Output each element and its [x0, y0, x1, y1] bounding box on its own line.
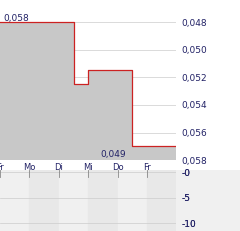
Text: -10: -10 [181, 219, 196, 228]
Text: 0,058: 0,058 [181, 156, 207, 165]
Text: 0,058: 0,058 [4, 14, 29, 23]
Text: -5: -5 [181, 193, 191, 202]
Text: 0,050: 0,050 [181, 46, 207, 55]
Text: 0,054: 0,054 [181, 101, 207, 110]
Text: -0: -0 [181, 168, 191, 177]
Text: -5: -5 [181, 193, 191, 202]
Text: -10: -10 [181, 219, 196, 228]
Text: 0,049: 0,049 [101, 149, 126, 158]
Bar [29, 170, 59, 231]
Bar [88, 170, 118, 231]
Bar [59, 170, 88, 231]
Bar [147, 170, 176, 231]
Text: -0: -0 [181, 168, 191, 177]
Text: 0,048: 0,048 [181, 18, 207, 27]
Text: 0,056: 0,056 [181, 129, 207, 137]
Bar [0, 170, 29, 231]
Text: 0,052: 0,052 [181, 73, 207, 82]
Bar [118, 170, 147, 231]
